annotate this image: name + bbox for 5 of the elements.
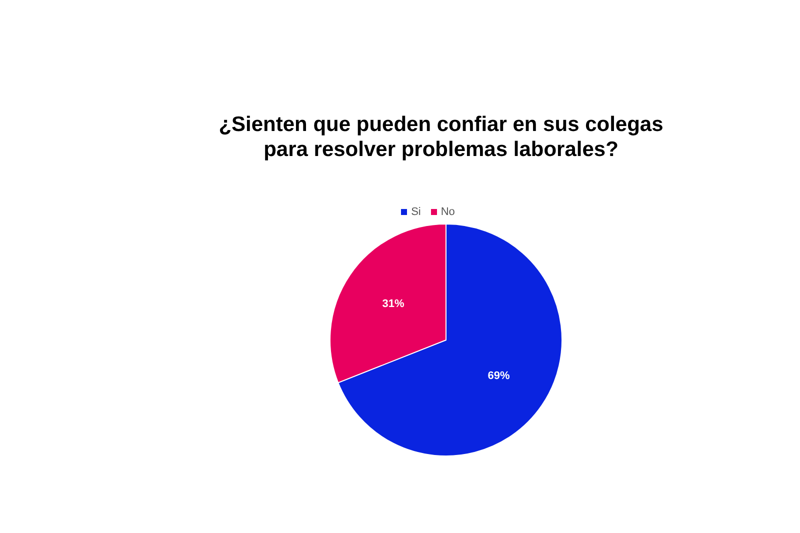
data-label: 69% bbox=[488, 370, 510, 382]
chart-title: ¿Sienten que pueden confiar en sus colegas para resolver problemas laborales? bbox=[218, 112, 664, 162]
data-label: 31% bbox=[382, 298, 404, 310]
legend-label: Si bbox=[411, 206, 421, 218]
legend-label: No bbox=[440, 206, 455, 218]
